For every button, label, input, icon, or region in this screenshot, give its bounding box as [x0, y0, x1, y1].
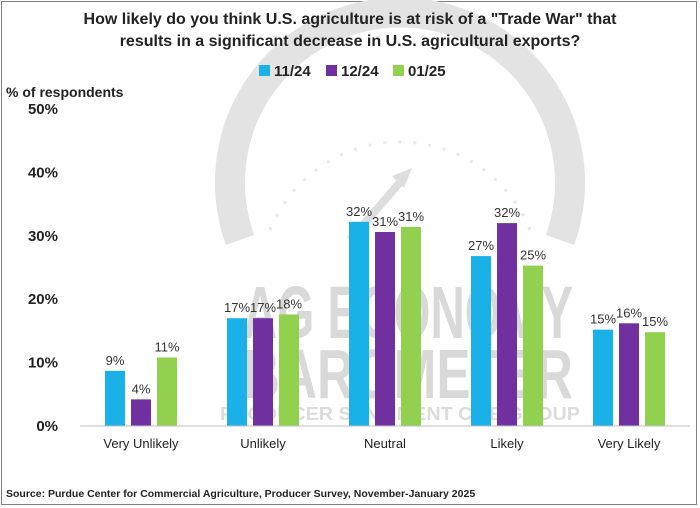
x-tick-label: Unlikely [240, 436, 286, 451]
y-tick-label: 0% [36, 418, 58, 435]
y-axis-label: % of respondents [6, 84, 124, 100]
x-tick-label: Neutral [364, 436, 406, 451]
bar-neutral-0 [349, 221, 369, 426]
data-label: 32% [346, 204, 372, 219]
y-tick-label: 40% [28, 164, 58, 181]
legend-label-0: 11/24 [274, 63, 311, 80]
legend-swatch-2 [393, 65, 404, 76]
bar-very-likely-1 [619, 323, 639, 426]
data-label: 18% [276, 296, 302, 311]
x-axis-ticks: Very Unlikely Unlikely Neutral Likely Very L… [103, 436, 660, 451]
bar-likely-1 [497, 223, 517, 426]
data-label: 16% [616, 305, 642, 320]
bar-very-unlikely-2 [157, 357, 177, 426]
y-tick-label: 20% [28, 291, 58, 308]
data-label: 17% [250, 300, 276, 315]
data-label: 4% [132, 381, 151, 396]
data-label: 15% [590, 312, 616, 327]
x-tick-label: Likely [490, 436, 524, 451]
x-tick-label: Very Likely [598, 436, 661, 451]
data-label: 31% [372, 214, 398, 229]
bar-very-likely-0 [593, 329, 613, 426]
y-tick-label: 10% [28, 355, 58, 372]
legend: 11/24 12/24 01/25 [259, 63, 446, 80]
bar-neutral-1 [375, 231, 395, 426]
chart-title-line1: How likely do you think U.S. agriculture… [84, 11, 618, 28]
data-label: 11% [154, 340, 179, 355]
legend-swatch-1 [326, 65, 337, 76]
data-label: 9% [106, 353, 125, 368]
bar-very-likely-2 [645, 332, 665, 426]
legend-label-2: 01/25 [408, 63, 446, 80]
x-tick-label: Very Unlikely [103, 436, 179, 451]
bar-neutral-2 [401, 226, 421, 426]
legend-swatch-0 [259, 65, 270, 76]
bars [105, 221, 665, 426]
chart-title-line2: results in a significant decrease in U.S… [120, 33, 581, 50]
bar-very-unlikely-0 [105, 370, 125, 426]
watermark-dial-ticks [268, 140, 532, 231]
bar-likely-0 [471, 256, 491, 426]
bar-likely-2 [523, 265, 543, 426]
bar-unlikely-2 [279, 314, 299, 426]
watermark-needle-arrow-icon [392, 168, 412, 188]
data-labels: 9%4%11%17% 17% 18%32%31% 31%27%32%25%15% 16%… [106, 204, 669, 397]
data-label: 31% [398, 209, 424, 224]
data-label: 32% [494, 205, 520, 220]
bar-very-unlikely-1 [131, 399, 151, 426]
source-note: Source: Purdue Center for Commercial Agr… [6, 488, 475, 500]
y-tick-label: 50% [28, 101, 58, 118]
watermark-dial-arc [215, 0, 585, 246]
y-axis-ticks: 0% 10% 20% 30% 40% 50% [28, 101, 58, 435]
data-label: 25% [520, 248, 546, 263]
data-label: 27% [468, 238, 494, 253]
bar-unlikely-0 [227, 318, 247, 426]
bar-unlikely-1 [253, 318, 273, 426]
data-label: 15% [642, 314, 668, 329]
legend-label-1: 12/24 [341, 63, 379, 80]
y-tick-label: 30% [28, 228, 58, 245]
data-label: 17% [224, 300, 250, 315]
